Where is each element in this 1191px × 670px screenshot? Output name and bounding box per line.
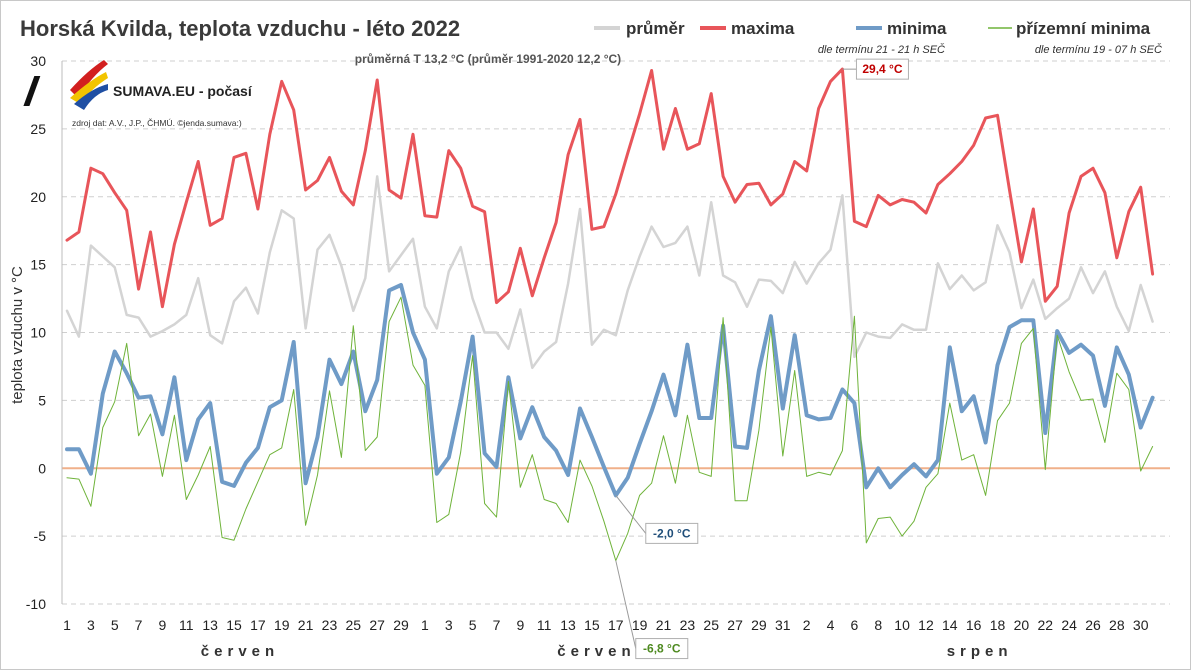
x-tick-label: 27 [727,617,743,633]
x-axis-ticks: 1 3 5 7 9 11 13 15 17 19 21 23 25 27 29 1 3 5 7 9 11 13 15 17 19… [63,617,1149,660]
logo-source: zdroj dat: A.V., J.P., ČHMÚ. ©jenda.suma… [72,118,242,128]
logo-stripe-black [23,76,41,106]
x-tick-label: 24 [1061,617,1077,633]
x-tick-label: 2 [803,617,811,633]
x-tick-label: 28 [1109,617,1125,633]
y-tick-label: 0 [38,460,46,476]
logo-swoosh-blue [74,84,108,110]
x-tick-label: 15 [226,617,242,633]
annotation-leader [615,560,637,649]
y-tick-label: 30 [30,53,46,69]
annotation-label: -6,8 °C [643,642,681,656]
x-tick-label: 9 [159,617,167,633]
series-line-minima [65,283,1155,498]
x-tick-label: 1 [63,617,71,633]
x-tick-label: 18 [990,617,1006,633]
y-axis-ticks: -10 -5 0 5 10 15 20 25 30 [26,53,46,612]
month-label: červenec [557,643,662,660]
legend-label-minima: minima [887,19,947,38]
x-tick-label: 25 [346,617,362,633]
annotations: 29,4 °C -2,0 °C -6,8 °C [615,58,909,660]
x-tick-label: 13 [202,617,218,633]
x-tick-label: 15 [584,617,600,633]
x-tick-label: 13 [560,617,576,633]
x-tick-label: 21 [298,617,314,633]
x-tick-label: 31 [775,617,791,633]
annotation-leader [615,495,647,534]
x-tick-label: 19 [274,617,290,633]
x-tick-label: 17 [250,617,266,633]
x-tick-label: 3 [445,617,453,633]
x-tick-label: 26 [1085,617,1101,633]
x-tick-label: 23 [322,617,338,633]
x-tick-label: 27 [369,617,385,633]
x-tick-label: 25 [703,617,719,633]
y-axis-label: teplota vzduchu v °C [9,266,26,404]
x-tick-label: 11 [537,617,552,633]
x-tick-label: 20 [1014,617,1030,633]
x-tick-label: 21 [656,617,672,633]
legend-label-prizemni: přízemní minima [1016,19,1151,38]
annotation-label: -2,0 °C [653,526,691,540]
annotation-label: 29,4 °C [862,62,902,76]
x-tick-label: 4 [827,617,835,633]
x-tick-label: 7 [493,617,501,633]
x-tick-label: 29 [751,617,767,633]
annotation-box [855,58,909,80]
x-tick-label: 23 [680,617,696,633]
logo-brand: SUMAVA.EU - počasí [113,83,253,99]
x-tick-label: 10 [894,617,910,633]
x-tick-label: 12 [918,617,934,633]
y-tick-label: 25 [30,121,46,137]
y-tick-label: 5 [38,392,46,408]
x-tick-label: 17 [608,617,624,633]
legend: průměr maxima minima přízemní minima dle… [594,19,1162,56]
y-tick-label: -10 [26,596,46,612]
x-tick-label: 11 [179,617,194,633]
series-line-prizemni [66,296,1154,562]
x-tick-label: 14 [942,617,958,633]
x-tick-label: 6 [850,617,858,633]
logo-swoosh-red [70,60,108,98]
series-lines [65,67,1155,562]
legend-note-maxima-minima: dle termínu 21 - 21 h SEČ [818,43,945,56]
chart-subtitle: průměrná T 13,2 °C (průměr 1991-2020 12,… [355,52,621,66]
logo-swoosh-yellow [70,72,108,104]
y-tick-label: 10 [30,325,46,341]
chart-title: Horská Kvilda, teplota vzduchu - léto 20… [20,16,460,41]
x-tick-label: 30 [1133,617,1149,633]
x-tick-label: 8 [874,617,882,633]
y-tick-label: 15 [30,257,46,273]
y-tick-label: 20 [30,189,46,205]
x-tick-label: 22 [1037,617,1053,633]
x-tick-label: 7 [135,617,143,633]
x-tick-label: 3 [87,617,95,633]
annotation-box [635,638,689,660]
series-line-prumer [65,175,1154,370]
x-tick-label: 29 [393,617,409,633]
x-tick-label: 1 [421,617,429,633]
x-tick-label: 5 [469,617,477,633]
logo: SUMAVA.EU - počasí zdroj dat: A.V., J.P.… [23,60,253,128]
x-tick-label: 9 [516,617,524,633]
legend-note-prizemni: dle termínu 19 - 07 h SEČ [1035,43,1162,56]
x-tick-label: 5 [111,617,119,633]
gridlines [61,60,1170,605]
series-line-maxima [65,67,1155,309]
legend-label-maxima: maxima [731,19,795,38]
month-label: srpen [947,643,1013,660]
legend-label-prumer: průměr [626,19,685,38]
x-tick-label: 19 [632,617,648,633]
y-tick-label: -5 [34,528,47,544]
x-tick-label: 16 [966,617,982,633]
month-label: červen [201,643,279,660]
annotation-box [645,522,699,544]
